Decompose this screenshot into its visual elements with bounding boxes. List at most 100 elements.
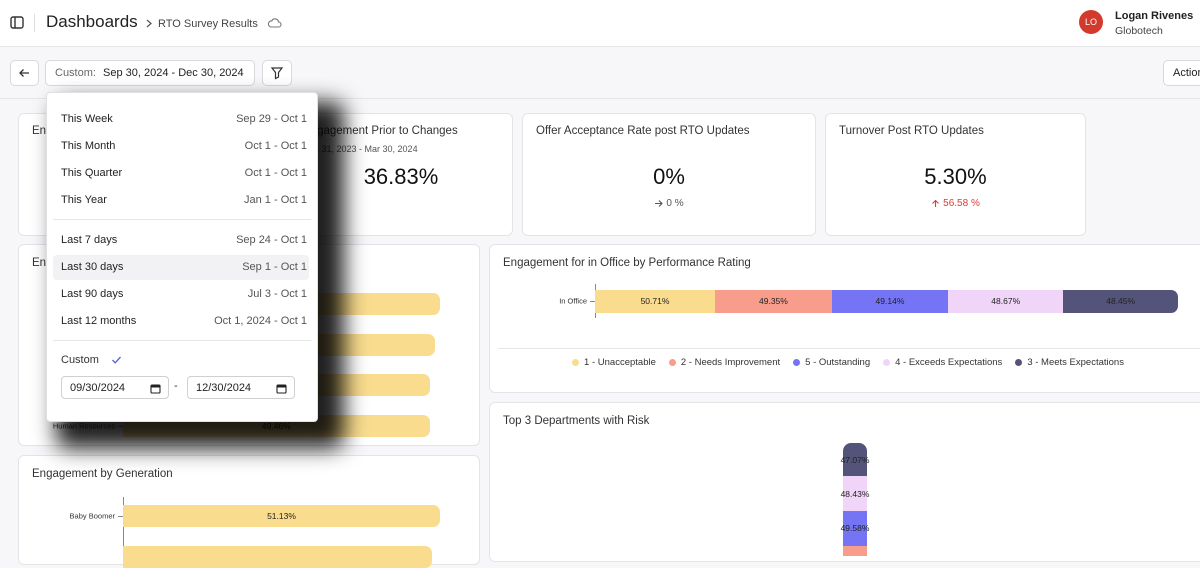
- calendar-icon: [276, 384, 287, 394]
- value-label: 49.35%: [759, 296, 788, 306]
- legend-swatch: [572, 359, 580, 366]
- category-label: In Office: [559, 296, 587, 306]
- change-arrow: [932, 199, 940, 207]
- item-label: This Year: [61, 194, 107, 206]
- breadcrumb: RTO Survey Results: [158, 18, 258, 30]
- item-label: Last 7 days: [61, 234, 118, 246]
- item-range: Sep 24 - Oct 1: [236, 234, 307, 246]
- legend-item[interactable]: 2 - Needs Improvement: [668, 357, 781, 368]
- axis-line: [123, 497, 124, 560]
- change-value: 0 %: [666, 198, 684, 209]
- item-label: Last 12 months: [61, 315, 137, 327]
- menu-item[interactable]: Last 90 days Jul 3 - Oct 1: [53, 282, 309, 307]
- value-label: 49.14%: [875, 296, 905, 306]
- item-range: Jul 3 - Oct 1: [247, 288, 307, 300]
- top-bar: [0, 0, 1200, 47]
- item-label: Last 30 days: [61, 261, 124, 273]
- custom-label[interactable]: Custom: [61, 354, 99, 366]
- kpi-subtitle: Dec 31, 2023 - Mar 30, 2024: [303, 144, 418, 154]
- chart-title: Engagement by Generation: [32, 468, 173, 480]
- legend-item[interactable]: 1 - Unacceptable: [572, 357, 656, 368]
- menu-item[interactable]: Last 30 days Sep 1 - Oct 1: [53, 255, 309, 280]
- legend-item[interactable]: 3 - Meets Expectations: [1015, 357, 1124, 368]
- bar-segment: [715, 289, 832, 313]
- legend-label: 1 - Unacceptable: [584, 357, 656, 368]
- change-arrow: [655, 200, 664, 207]
- kpi-card: Offer Acceptance Rate post RTO Updates 0%…: [522, 113, 816, 236]
- axis-tick: [118, 516, 123, 517]
- back-button[interactable]: [10, 60, 39, 86]
- start-date-input[interactable]: 09/30/2024: [61, 376, 169, 399]
- bar-segment: [843, 443, 867, 477]
- menu-item[interactable]: This Week Sep 29 - Oct 1: [53, 107, 309, 132]
- value-label: 48.45%: [1106, 296, 1136, 306]
- menu-item[interactable]: This Year Jan 1 - Oct 1: [53, 188, 309, 213]
- kpi-card: Turnover Post RTO Updates 5.30% 56.58 %: [825, 113, 1086, 236]
- kpi-value: 36.83%: [363, 164, 439, 189]
- legend-label: 4 - Exceeds Expectations: [895, 357, 1003, 368]
- legend-swatch: [668, 359, 676, 366]
- item-label: This Week: [61, 113, 113, 125]
- bar-segment: [948, 289, 1064, 313]
- axis-tick: [118, 426, 123, 428]
- range-prefix: Custom:: [55, 67, 96, 79]
- end-date: 12/30/2024: [196, 382, 252, 394]
- menu-item[interactable]: Last 7 days Sep 24 - Oct 1: [53, 228, 309, 253]
- menu-item[interactable]: Last 12 months Oct 1, 2024 - Oct 1: [53, 309, 309, 334]
- legend-label: 3 - Meets Expectations: [1027, 357, 1124, 368]
- page-title[interactable]: Dashboards: [46, 12, 138, 31]
- legend-label: 5 - Outstanding: [805, 357, 871, 368]
- legend-item[interactable]: 4 - Exceeds Expectations: [883, 357, 1002, 368]
- filter-icon: [270, 67, 284, 80]
- item-range: Sep 1 - Oct 1: [242, 261, 307, 273]
- end-date-input[interactable]: 12/30/2024: [187, 376, 295, 399]
- check-icon: [112, 356, 121, 364]
- bar: [123, 545, 433, 568]
- kpi-change: 0 %: [523, 198, 815, 209]
- bar-segment: [831, 289, 949, 313]
- actions-button[interactable]: Actions: [1163, 60, 1200, 86]
- kpi-value: 5.30%: [924, 164, 987, 189]
- user-name: Logan Rivenes: [1115, 10, 1194, 22]
- date-range-button[interactable]: Custom: Sep 30, 2024 - Dec 30, 2024: [45, 60, 255, 86]
- chevron: [146, 19, 152, 28]
- legend-label: 2 - Needs Improvement: [680, 357, 781, 368]
- legend-swatch: [1015, 359, 1023, 366]
- legend-swatch: [793, 359, 801, 366]
- legend-divider: [498, 348, 1200, 349]
- legend-item[interactable]: 5 - Outstanding: [793, 357, 870, 368]
- item-range: Sep 29 - Oct 1: [236, 113, 307, 125]
- kpi-title: Turnover Post RTO Updates: [839, 125, 984, 137]
- filter-button[interactable]: [262, 60, 292, 86]
- actions-label: Actions: [1173, 67, 1200, 79]
- value-label: 50.71%: [640, 296, 670, 306]
- sidebar-toggle[interactable]: [10, 16, 24, 29]
- bar-segment: [1063, 289, 1178, 313]
- user-org: Globotech: [1115, 25, 1163, 37]
- item-label: This Month: [61, 140, 116, 152]
- kpi-title: Engagement Prior to Changes: [303, 125, 458, 137]
- change-value: 56.58 %: [943, 198, 980, 209]
- item-label: This Quarter: [61, 167, 123, 179]
- bar-segment: [843, 476, 867, 511]
- menu-item[interactable]: This Month Oct 1 - Oct 1: [53, 134, 309, 159]
- start-date: 09/30/2024: [70, 382, 126, 394]
- date-menu: Custom 09/30/2024 - 12/30/2024 This Week…: [46, 92, 318, 422]
- item-range: Oct 1 - Oct 1: [244, 140, 307, 152]
- value-label: 49.58%: [840, 523, 870, 534]
- kpi-change: 56.58 %: [826, 198, 1085, 209]
- value-label: 48.67%: [991, 296, 1021, 306]
- chart-title: Top 3 Departments with Risk: [503, 415, 650, 427]
- item-range: Oct 1, 2024 - Oct 1: [214, 315, 307, 327]
- kpi-title: Offer Acceptance Rate post RTO Updates: [536, 125, 750, 137]
- chart-card: Engagement for in Office by Performance …: [489, 244, 1200, 393]
- menu-divider: [53, 219, 311, 220]
- avatar[interactable]: LO: [1079, 10, 1103, 34]
- category-label: Human Resources: [52, 421, 115, 431]
- menu-item[interactable]: This Quarter Oct 1 - Oct 1: [53, 161, 309, 186]
- calendar-icon: [150, 384, 161, 394]
- bar: [123, 505, 440, 527]
- kpi-value: 0%: [653, 164, 685, 189]
- menu-divider: [53, 340, 311, 341]
